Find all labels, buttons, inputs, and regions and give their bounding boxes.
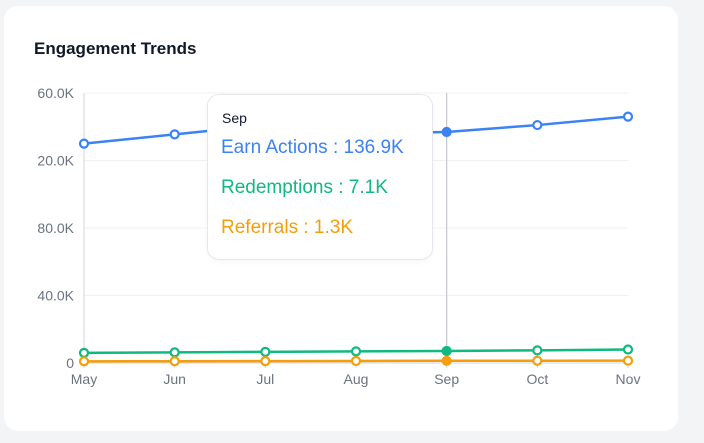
tooltip-earn-actions: Earn Actions : 136.9K	[221, 137, 404, 158]
point-referrals-may	[78, 356, 90, 367]
point-earn-actions-sep	[441, 126, 452, 138]
point-earn-actions-oct	[532, 119, 543, 131]
tooltip-redemptions: Redemptions : 7.1K	[221, 177, 388, 198]
point-earn-actions-jun	[169, 129, 180, 140]
point-referrals-aug	[350, 355, 362, 367]
y-tick-label-2: 80.0K	[37, 220, 74, 236]
point-earn-actions-may	[78, 138, 90, 149]
y-tick-label-4: 60.0K	[37, 85, 74, 101]
y-tick-label-3: 20.0K	[37, 153, 74, 169]
x-tick-label-0: May	[71, 371, 97, 387]
tooltip-title: Sep	[222, 110, 247, 126]
point-redemptions-oct	[532, 345, 543, 356]
x-tick-label-5: Oct	[526, 371, 548, 387]
card-title: Engagement Trends	[34, 39, 197, 58]
y-tick-label-0: 0	[66, 355, 74, 371]
point-redemptions-may	[78, 347, 90, 358]
x-tick-label-3: Aug	[344, 371, 369, 387]
point-redemptions-jun	[169, 347, 180, 358]
point-referrals-jun	[169, 356, 180, 367]
x-tick-label-4: Sep	[434, 371, 459, 387]
x-tick-label-2: Jul	[256, 371, 274, 387]
point-referrals-jul	[260, 356, 271, 367]
tooltip-referrals: Referrals : 1.3K	[221, 217, 353, 238]
point-redemptions-aug	[350, 346, 362, 357]
point-redemptions-jul	[260, 346, 271, 357]
x-tick-label-1: Jun	[163, 371, 186, 387]
point-redemptions-nov	[622, 344, 634, 355]
y-tick-label-1: 40.0K	[37, 288, 74, 304]
x-tick-label-6: Nov	[616, 371, 641, 387]
point-earn-actions-nov	[622, 111, 634, 122]
point-referrals-nov	[622, 355, 634, 366]
point-referrals-sep	[441, 355, 452, 366]
point-redemptions-sep	[441, 345, 452, 357]
chart-tooltip: Sep Earn Actions : 136.9K Redemptions : …	[207, 94, 433, 260]
point-referrals-oct	[532, 355, 543, 366]
